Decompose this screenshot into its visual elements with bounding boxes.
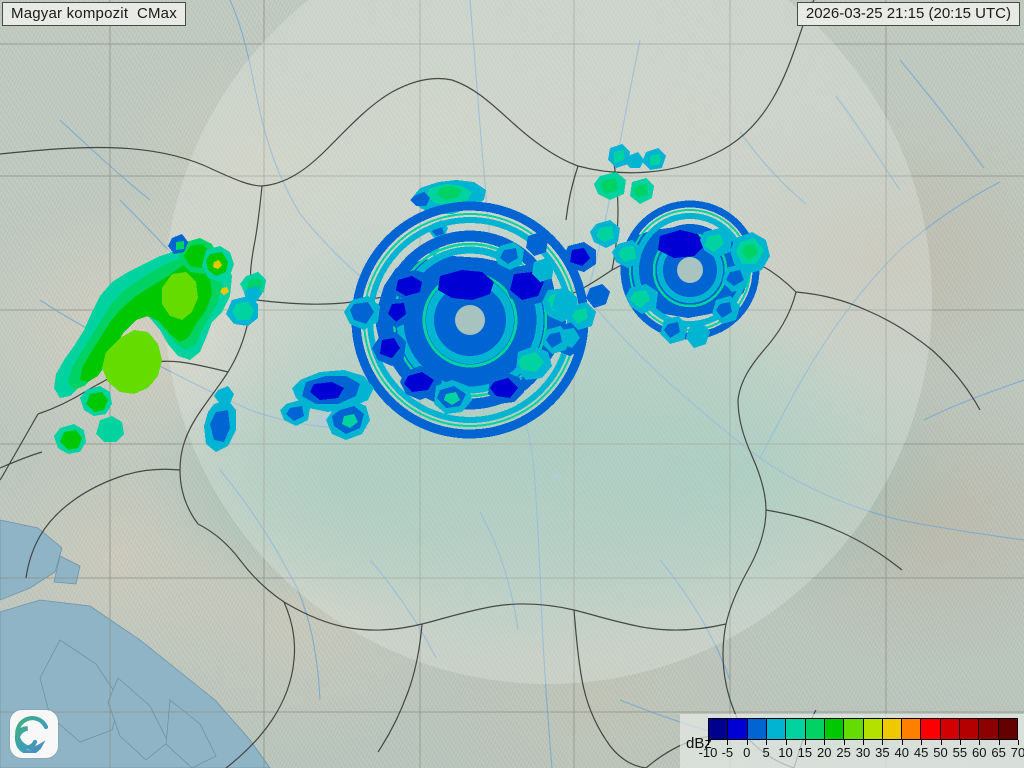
legend-tick-50 <box>940 740 942 745</box>
legend-tick-label-35: 35 <box>875 745 890 760</box>
legend-tick-0 <box>746 740 748 745</box>
product-title: Magyar kompozit CMax <box>2 2 186 26</box>
legend-swatch-0 <box>709 719 729 739</box>
legend-tick--10 <box>708 740 709 745</box>
radar-cone-of-silence-layer <box>455 257 703 335</box>
legend-tick-label-65: 65 <box>991 745 1006 760</box>
legend-swatch-1 <box>728 719 748 739</box>
legend-tick-label-60: 60 <box>972 745 987 760</box>
legend-tick-marks <box>708 740 1019 746</box>
echo-northeast-rings <box>594 144 770 348</box>
legend-swatch-13 <box>960 719 980 739</box>
timestamp-label: 2026-03-25 21:15 (20:15 UTC) <box>796 2 1020 26</box>
legend-tick-label-40: 40 <box>894 745 909 760</box>
legend-tick-5 <box>766 740 768 745</box>
legend-tick-label-15: 15 <box>797 745 813 760</box>
legend-tick-15 <box>804 740 806 745</box>
legend-swatch-10 <box>902 719 922 739</box>
legend-unit-label: dBz <box>686 735 712 752</box>
legend-tick-45 <box>921 740 923 745</box>
legend-tick-label-5: 5 <box>762 745 770 760</box>
legend-swatch-3 <box>766 719 787 739</box>
legend-tick-label-45: 45 <box>913 745 929 760</box>
legend-tick-label-10: 10 <box>778 745 793 760</box>
legend-swatch-9 <box>882 719 903 739</box>
legend-tick-20 <box>824 740 826 745</box>
legend-swatch-15 <box>998 719 1017 739</box>
legend-swatch-12 <box>940 719 961 739</box>
legend-tick-30 <box>863 740 864 745</box>
legend-swatch-4 <box>786 719 806 739</box>
legend-tick-label-20: 20 <box>817 745 832 760</box>
legend-tick-label--5: -5 <box>721 745 734 760</box>
legend-swatch-14 <box>979 719 999 739</box>
legend-tick-70 <box>1018 740 1019 745</box>
dbz-colorbar-legend: dBz -10 -5 0 5 10 15 20 25 30 35 40 45 50 55 60 65 70 <box>680 714 1024 768</box>
legend-tick-label-30: 30 <box>855 745 871 760</box>
spiral-swirl-icon <box>15 716 49 753</box>
legend-swatch-6 <box>824 719 845 739</box>
legend-tick-35 <box>882 740 884 745</box>
legend-tick-10 <box>785 740 787 745</box>
legend-swatch-7 <box>844 719 864 739</box>
echo-scattered-cells <box>168 234 610 354</box>
echo-central-rings <box>280 201 620 440</box>
legend-tick--5 <box>727 740 729 745</box>
legend-tick-labels: -10 -5 0 5 10 15 20 25 30 35 40 45 50 55 60 65 70 <box>699 745 1024 763</box>
legend-tick-label-70: 70 <box>1010 745 1024 760</box>
legend-tick-label-50: 50 <box>933 745 948 760</box>
legend-swatch-2 <box>747 719 767 739</box>
legend-tick-65 <box>998 740 1000 745</box>
legend-tick-40 <box>901 740 903 745</box>
legend-tick-label-25: 25 <box>836 745 851 760</box>
legend-tick-label-0: 0 <box>743 745 751 760</box>
legend-tick-25 <box>843 740 845 745</box>
legend-tick-label--10: -10 <box>698 745 718 760</box>
legend-tick-55 <box>959 740 961 745</box>
agency-logo[interactable] <box>10 710 58 758</box>
legend-swatch-8 <box>863 719 883 739</box>
legend-tick-label-55: 55 <box>952 745 968 760</box>
legend-swatch-5 <box>805 719 825 739</box>
legend-swatch-11 <box>921 719 941 739</box>
legend-color-bar <box>708 718 1018 740</box>
echo-alpine-band <box>54 238 266 454</box>
legend-tick-60 <box>979 740 981 745</box>
